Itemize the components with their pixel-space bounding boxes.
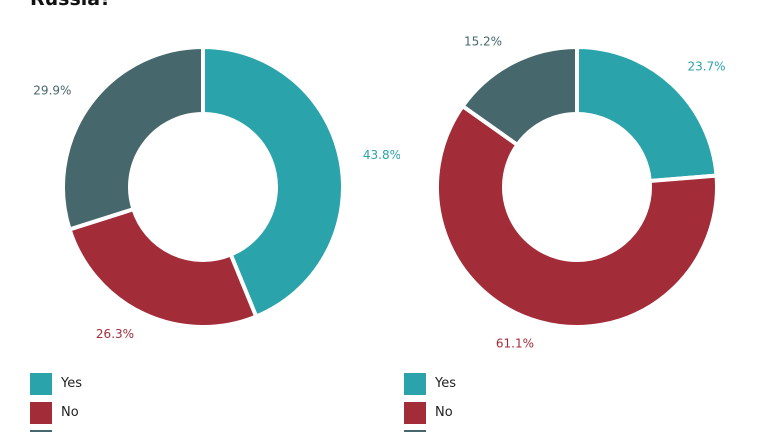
right-slice-unlabeled[interactable] [459,44,579,148]
left-slice-no[interactable] [67,206,259,329]
chart-title: Russia? [30,0,111,10]
left-data-label-no: 26.3% [96,327,134,341]
legend-swatch-partial [404,430,426,432]
right-data-label-no: 61.1% [496,337,534,351]
legend-swatch-yes [404,373,426,395]
donut-chart-left: 43.8% 26.3% 29.9% [33,44,400,341]
right-data-label-unlabeled: 15.2% [464,35,502,49]
donut-chart-right: 23.7% 61.1% 15.2% [435,35,726,351]
legend-swatch-partial [30,430,52,432]
left-slice-yes[interactable] [201,44,345,320]
left-slice-unlabeled[interactable] [61,44,205,232]
right-data-label-yes: 23.7% [687,60,725,74]
legend-label-yes: Yes [435,376,456,391]
legend-label-no: No [435,405,453,420]
right-slice-yes[interactable] [575,44,719,184]
legend-swatch-no [404,402,426,424]
legend-label-no: No [61,405,79,420]
legend-label-yes: Yes [61,376,82,391]
legend-swatch-no [30,402,52,424]
left-data-label-unlabeled: 29.9% [33,83,71,97]
right-slice-no[interactable] [435,103,719,329]
legend-swatch-yes [30,373,52,395]
left-data-label-yes: 43.8% [363,148,400,162]
